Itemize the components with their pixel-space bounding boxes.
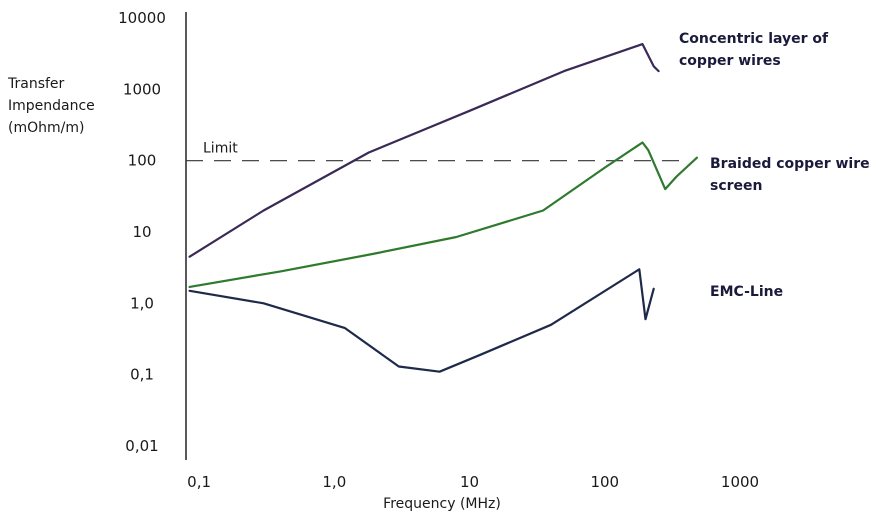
y-tick-label: 10000 (118, 9, 166, 27)
x-axis-label: Frequency (MHz) (383, 496, 501, 512)
y-axis-label-line: Transfer (7, 76, 65, 92)
y-tick-label: 1,0 (130, 294, 154, 312)
y-tick-label: 1000 (123, 80, 161, 98)
series-label: EMC-Line (710, 284, 783, 300)
series-label: screen (710, 178, 763, 194)
y-axis-label-line: (mOhm/m) (8, 120, 84, 136)
y-axis-label-line: Impendance (8, 98, 95, 114)
x-tick-labels: 0,1 1,0 10 100 1000 (187, 473, 759, 491)
y-tick-label: 0,1 (130, 366, 154, 384)
x-tick-label: 100 (590, 473, 619, 491)
y-tick-label: 10 (132, 223, 151, 241)
x-tick-label: 1,0 (322, 473, 346, 491)
x-tick-label: 0,1 (187, 473, 211, 491)
series-line-3 (188, 268, 655, 373)
x-tick-label: 1000 (721, 473, 759, 491)
limit-label: Limit (203, 141, 238, 157)
series-lines (188, 43, 698, 373)
y-axis-label: Transfer Impendance (mOhm/m) (7, 76, 95, 136)
series-line-2 (188, 141, 698, 288)
reference-lines: Limit (186, 141, 690, 162)
series-label: Braided copper wire (710, 156, 870, 172)
series-label: Concentric layer of (679, 31, 829, 47)
series-label: copper wires (679, 53, 781, 69)
y-tick-label: 0,01 (125, 437, 158, 455)
y-tick-labels: 10000 1000 100 10 1,0 0,1 0,01 (118, 9, 166, 455)
y-tick-label: 100 (128, 152, 157, 170)
series-labels: Concentric layer of copper wires Braided c… (679, 31, 870, 300)
series-line-1 (188, 43, 660, 258)
x-tick-label: 10 (460, 473, 479, 491)
